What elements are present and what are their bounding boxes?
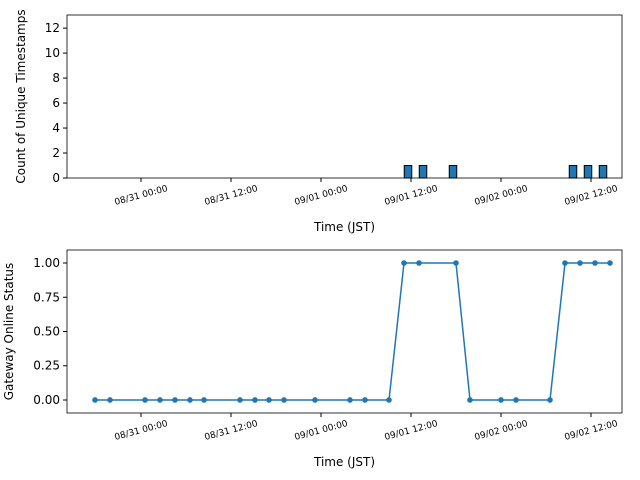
point (401, 260, 407, 266)
y-tick-label: 4 (52, 121, 60, 135)
bar (583, 165, 593, 179)
bar (418, 165, 428, 179)
point (281, 397, 287, 403)
bar (568, 165, 578, 179)
subplot: 0 2 4 6 8 10 12 08/31 00:00 08/31 12:00 09/01 00:… (14, 9, 623, 234)
y-tick-label: 0.75 (33, 290, 60, 304)
point (607, 260, 613, 266)
y-tick-label: 10 (45, 46, 60, 60)
y-tick-label: 0.00 (33, 393, 60, 407)
y-tick-label: 0 (52, 171, 60, 185)
point (201, 397, 207, 403)
x-tick-label: 09/02 00:00 (474, 184, 530, 208)
x-tick-label: 08/31 00:00 (114, 419, 170, 443)
point (142, 397, 148, 403)
point (266, 397, 272, 403)
y-tick-label: 8 (52, 71, 60, 85)
point (157, 397, 163, 403)
point (347, 397, 353, 403)
x-tick-label: 09/02 12:00 (564, 184, 620, 208)
point (498, 397, 504, 403)
y-tick-label: 0.50 (33, 325, 60, 339)
point (592, 260, 598, 266)
point (172, 397, 178, 403)
bar (598, 165, 608, 179)
point (312, 397, 318, 403)
point (187, 397, 193, 403)
point (362, 397, 368, 403)
point (577, 260, 583, 266)
x-tick-label: 09/02 00:00 (474, 419, 530, 443)
x-tick-label: 08/31 00:00 (114, 184, 170, 208)
subplot: 0.00 0.25 0.50 0.75 1.00 08/31 00:00 08/31 12:… (2, 249, 623, 469)
x-tick-label: 09/01 00:00 (294, 184, 350, 208)
point (416, 260, 422, 266)
y-tick-label: 6 (52, 96, 60, 110)
x-tick-label: 08/31 12:00 (204, 184, 260, 208)
y-axis-label: Count of Unique Timestamps (14, 9, 28, 183)
line (95, 262, 610, 401)
point (107, 397, 113, 403)
x-tick-label: 09/02 12:00 (564, 419, 620, 443)
point (386, 397, 392, 403)
bar (448, 165, 458, 179)
point (562, 260, 568, 266)
x-tick-label: 09/01 00:00 (294, 419, 350, 443)
x-tick-label: 09/01 12:00 (384, 184, 440, 208)
axes-frame (66, 249, 623, 414)
point (467, 397, 473, 403)
point (252, 397, 258, 403)
y-tick-label: 1.00 (33, 256, 60, 270)
point (547, 397, 553, 403)
y-axis-label: Gateway Online Status (2, 263, 16, 401)
point (453, 260, 459, 266)
y-tick-label: 0.25 (33, 359, 60, 373)
x-axis-label: Time (JST) (313, 220, 375, 234)
x-tick-label: 09/01 12:00 (384, 419, 440, 443)
x-axis-label: Time (JST) (313, 455, 375, 469)
x-tick-label: 08/31 12:00 (204, 419, 260, 443)
y-tick-label: 12 (45, 21, 60, 35)
point (92, 397, 98, 403)
bar (403, 165, 413, 179)
point (513, 397, 519, 403)
point (237, 397, 243, 403)
axes-frame (66, 14, 623, 179)
y-tick-label: 2 (52, 146, 60, 160)
